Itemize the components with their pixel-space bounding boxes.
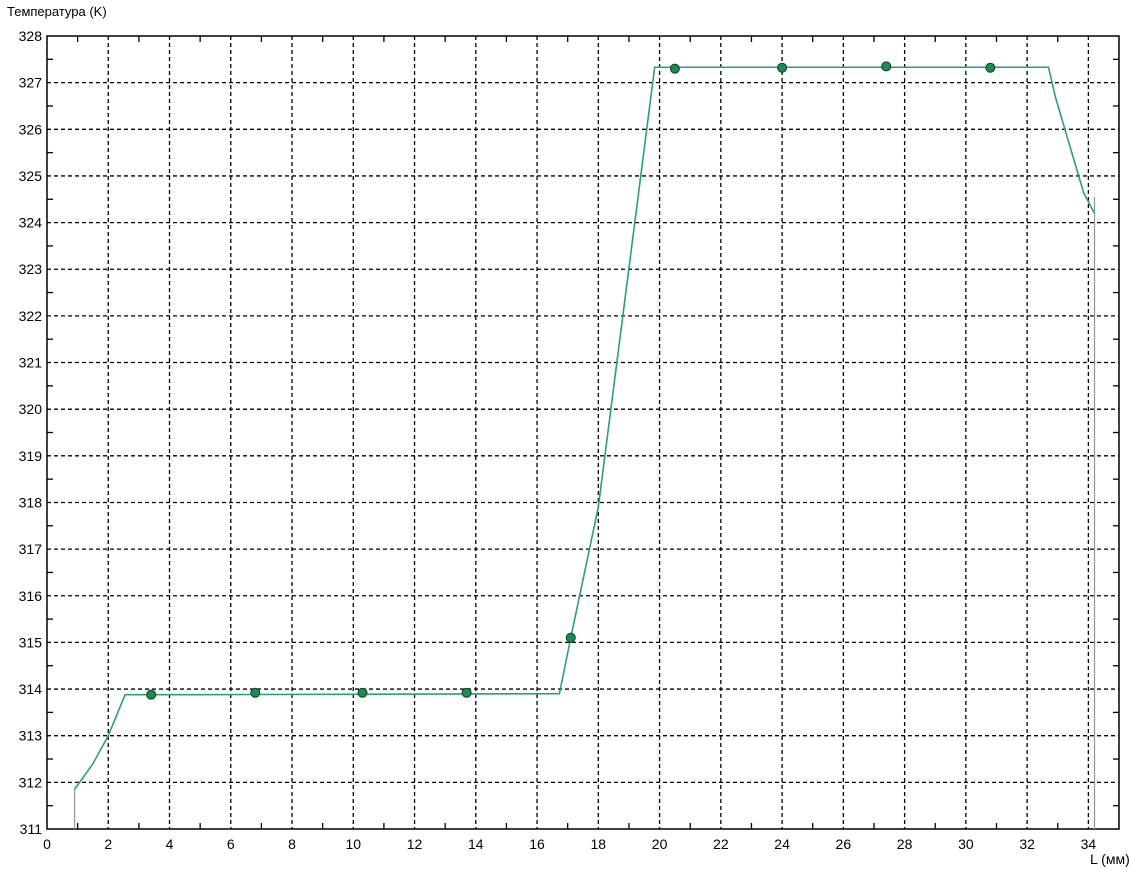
y-tick-label: 322 [19, 308, 43, 324]
y-tick-label: 318 [19, 494, 43, 510]
x-tick-label: 12 [407, 836, 423, 852]
data-point-marker [881, 61, 892, 72]
data-point-marker [146, 689, 157, 700]
data-point-marker [357, 687, 368, 698]
plot-frame [46, 35, 1120, 830]
data-point-marker [669, 63, 680, 74]
x-tick-label: 24 [774, 836, 790, 852]
x-tick-label: 26 [836, 836, 852, 852]
y-tick-label: 321 [19, 355, 43, 371]
temperature-line [73, 66, 1096, 790]
y-tick-label: 319 [19, 448, 43, 464]
y-tick-label: 326 [19, 121, 43, 137]
y-tick-label: 317 [19, 541, 43, 557]
x-axis-title: L (мм) [1090, 851, 1130, 867]
y-tick-label: 314 [19, 681, 43, 697]
x-tick-label: 8 [288, 836, 296, 852]
y-tick-label: 327 [19, 75, 43, 91]
x-tick-label: 22 [713, 836, 729, 852]
y-axis-title: Температура (K) [7, 4, 107, 19]
x-tick-label: 14 [468, 836, 484, 852]
y-tick-label: 315 [19, 634, 43, 650]
x-tick-label: 20 [652, 836, 668, 852]
data-point-marker [777, 62, 788, 73]
data-point-marker [461, 687, 472, 698]
x-tick-label: 32 [1019, 836, 1035, 852]
y-tick-label: 320 [19, 401, 43, 417]
data-point-marker [250, 687, 261, 698]
x-tick-label: 34 [1081, 836, 1097, 852]
y-tick-label: 325 [19, 168, 43, 184]
x-tick-label: 18 [591, 836, 607, 852]
y-tick-label: 312 [19, 774, 43, 790]
x-tick-label: 0 [43, 836, 51, 852]
x-tick-label: 10 [345, 836, 361, 852]
x-tick-label: 6 [227, 836, 235, 852]
y-tick-label: 323 [19, 261, 43, 277]
data-point-marker [985, 62, 996, 73]
data-point-marker [565, 632, 576, 643]
y-tick-label: 311 [20, 821, 43, 837]
x-tick-label: 4 [166, 836, 174, 852]
x-tick-label: 30 [958, 836, 974, 852]
x-tick-label: 16 [529, 836, 545, 852]
y-tick-label: 328 [19, 28, 43, 44]
y-tick-label: 316 [19, 588, 43, 604]
x-tick-label: 28 [897, 836, 913, 852]
x-tick-label: 2 [104, 836, 112, 852]
y-tick-label: 324 [19, 215, 43, 231]
y-tick-label: 313 [19, 728, 43, 744]
